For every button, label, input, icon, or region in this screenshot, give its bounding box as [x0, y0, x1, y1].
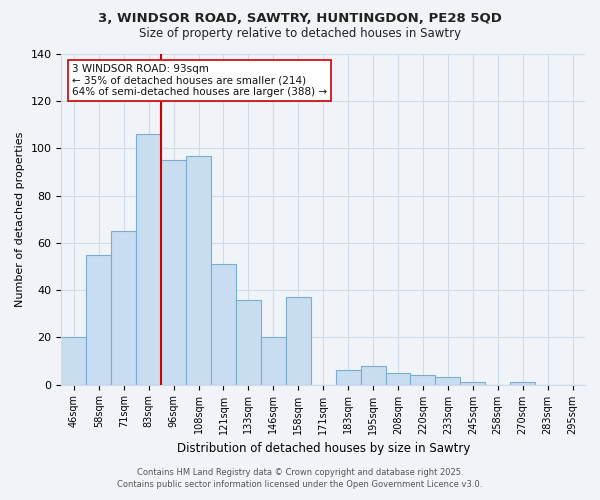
- Bar: [111, 231, 136, 384]
- Text: 3 WINDSOR ROAD: 93sqm
← 35% of detached houses are smaller (214)
64% of semi-det: 3 WINDSOR ROAD: 93sqm ← 35% of detached …: [72, 64, 327, 97]
- Text: Contains HM Land Registry data © Crown copyright and database right 2025.
Contai: Contains HM Land Registry data © Crown c…: [118, 468, 482, 489]
- Bar: [286, 297, 311, 384]
- Bar: [361, 366, 386, 384]
- Bar: [86, 254, 111, 384]
- Bar: [410, 375, 436, 384]
- Bar: [386, 373, 410, 384]
- Bar: [136, 134, 161, 384]
- Bar: [61, 338, 86, 384]
- Bar: [161, 160, 186, 384]
- Bar: [236, 300, 261, 384]
- Text: 3, WINDSOR ROAD, SAWTRY, HUNTINGDON, PE28 5QD: 3, WINDSOR ROAD, SAWTRY, HUNTINGDON, PE2…: [98, 12, 502, 26]
- Bar: [211, 264, 236, 384]
- Bar: [460, 382, 485, 384]
- Bar: [335, 370, 361, 384]
- X-axis label: Distribution of detached houses by size in Sawtry: Distribution of detached houses by size …: [176, 442, 470, 455]
- Bar: [261, 338, 286, 384]
- Text: Size of property relative to detached houses in Sawtry: Size of property relative to detached ho…: [139, 28, 461, 40]
- Bar: [436, 378, 460, 384]
- Bar: [186, 156, 211, 384]
- Y-axis label: Number of detached properties: Number of detached properties: [15, 132, 25, 307]
- Bar: [510, 382, 535, 384]
